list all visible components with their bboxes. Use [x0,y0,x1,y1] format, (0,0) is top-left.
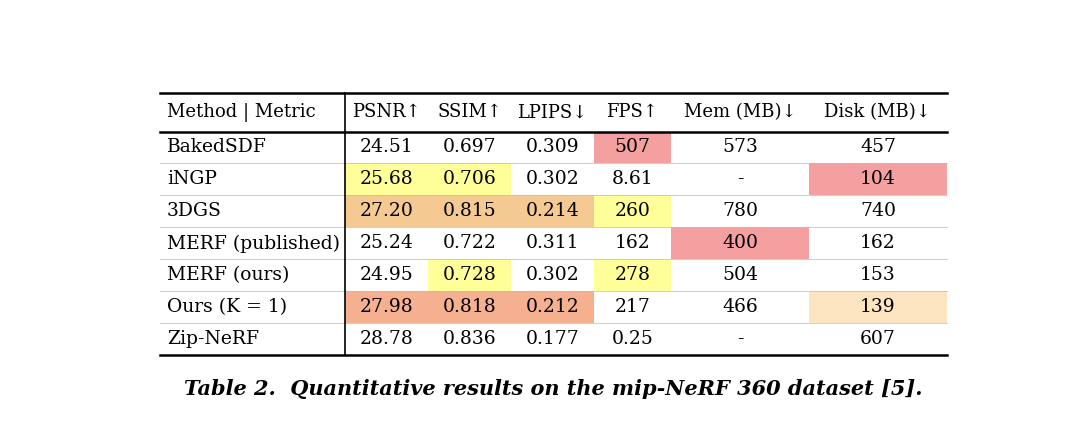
Bar [346,163,428,195]
Text: Ours (K = 1): Ours (K = 1) [166,298,287,316]
Text: 457: 457 [860,139,896,156]
Text: 217: 217 [615,298,650,316]
Text: 0.728: 0.728 [443,267,497,284]
Text: 607: 607 [860,330,895,348]
Bar [809,291,947,323]
Text: 0.302: 0.302 [526,170,579,188]
Text: 0.697: 0.697 [443,139,497,156]
Bar [428,163,511,195]
Text: iNGP: iNGP [166,170,217,188]
Text: 0.177: 0.177 [526,330,579,348]
Text: 0.706: 0.706 [443,170,497,188]
Text: 780: 780 [721,202,758,220]
Text: MERF (ours): MERF (ours) [166,267,289,284]
Text: 0.722: 0.722 [443,234,497,253]
Text: 573: 573 [723,139,758,156]
Text: 24.51: 24.51 [360,139,414,156]
Bar [594,132,671,163]
Bar [809,163,947,195]
Text: 466: 466 [723,298,758,316]
Text: 0.302: 0.302 [526,267,579,284]
Text: -: - [737,170,743,188]
Text: 27.20: 27.20 [360,202,414,220]
Text: 0.25: 0.25 [611,330,653,348]
Text: 0.309: 0.309 [526,139,579,156]
Text: 25.68: 25.68 [360,170,414,188]
Text: 504: 504 [721,267,758,284]
Text: 8.61: 8.61 [611,170,653,188]
Text: 0.214: 0.214 [526,202,579,220]
Text: 400: 400 [721,234,758,253]
Text: Table 2.  Quantitative results on the mip-NeRF 360 dataset [5].: Table 2. Quantitative results on the mip… [185,379,922,399]
Text: PSNR↑: PSNR↑ [352,103,421,121]
Bar [511,195,594,227]
Text: BakedSDF: BakedSDF [166,139,267,156]
Text: MERF (published): MERF (published) [166,234,340,253]
Text: 27.98: 27.98 [360,298,414,316]
Text: 25.24: 25.24 [360,234,414,253]
Bar [428,260,511,291]
Text: SSIM↑: SSIM↑ [437,103,502,121]
Text: Disk (MB)↓: Disk (MB)↓ [824,103,931,121]
Text: 24.95: 24.95 [360,267,414,284]
Text: 162: 162 [860,234,895,253]
Bar [428,195,511,227]
Text: LPIPS↓: LPIPS↓ [517,103,588,121]
Text: 28.78: 28.78 [360,330,414,348]
Text: Mem (MB)↓: Mem (MB)↓ [684,103,796,121]
Bar [428,291,511,323]
Bar [346,195,428,227]
Bar [594,195,671,227]
Text: 0.311: 0.311 [526,234,579,253]
Bar [346,291,428,323]
Bar [671,227,809,260]
Text: 139: 139 [860,298,895,316]
Text: 0.815: 0.815 [443,202,497,220]
Bar [511,291,594,323]
Text: 278: 278 [615,267,650,284]
Text: 740: 740 [860,202,896,220]
Text: 0.818: 0.818 [443,298,497,316]
Text: FPS↑: FPS↑ [606,103,659,121]
Text: 3DGS: 3DGS [166,202,221,220]
Text: Method | Metric: Method | Metric [166,103,315,121]
Text: 0.212: 0.212 [526,298,579,316]
Text: 104: 104 [860,170,895,188]
Text: -: - [737,330,743,348]
Text: 0.836: 0.836 [443,330,497,348]
Text: 153: 153 [860,267,895,284]
Text: Zip-NeRF: Zip-NeRF [166,330,259,348]
Text: 507: 507 [615,139,650,156]
Text: 260: 260 [615,202,650,220]
Bar [594,260,671,291]
Text: 162: 162 [615,234,650,253]
